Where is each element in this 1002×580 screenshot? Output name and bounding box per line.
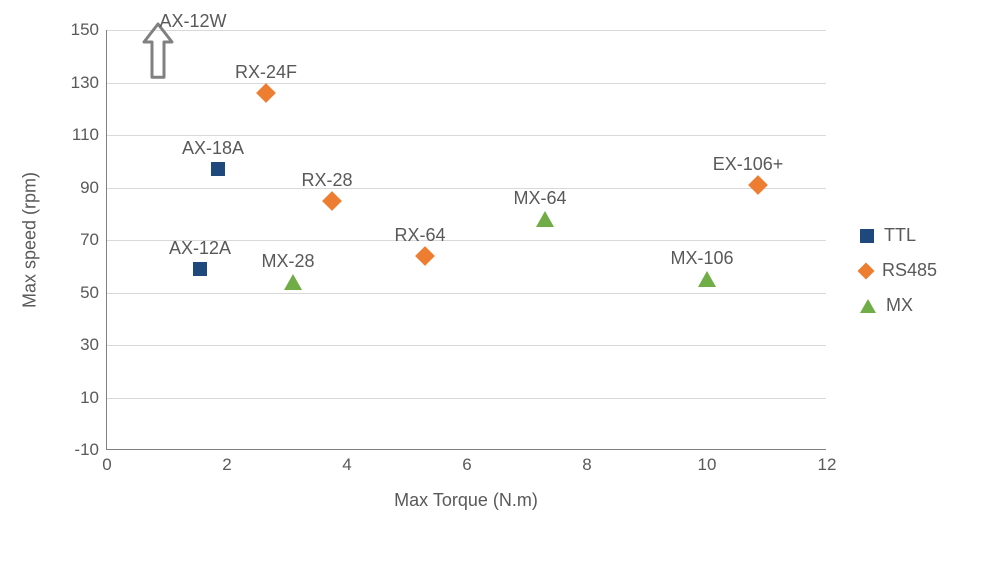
data-point	[284, 274, 302, 290]
y-tick-label: 70	[80, 230, 107, 250]
y-tick-label: 90	[80, 178, 107, 198]
data-point	[415, 246, 435, 266]
gridline	[107, 188, 826, 189]
gridline	[107, 83, 826, 84]
legend-item: RS485	[860, 260, 937, 281]
legend-item: TTL	[860, 225, 937, 246]
data-point	[698, 271, 716, 287]
data-point	[322, 191, 342, 211]
data-point	[211, 162, 225, 176]
legend-item: MX	[860, 295, 937, 316]
data-label: RX-64	[394, 225, 445, 246]
x-tick-label: 12	[818, 449, 837, 475]
y-axis-label: Max speed (rpm)	[20, 172, 41, 308]
data-point	[256, 83, 276, 103]
x-tick-label: 4	[342, 449, 351, 475]
x-axis-label: Max Torque (N.m)	[394, 490, 538, 511]
x-tick-label: 0	[102, 449, 111, 475]
x-tick-label: 6	[462, 449, 471, 475]
y-tick-label: 10	[80, 388, 107, 408]
data-point	[748, 175, 768, 195]
y-tick-label: 150	[71, 20, 107, 40]
legend-marker	[858, 262, 875, 279]
gridline	[107, 293, 826, 294]
data-label: MX-106	[670, 248, 733, 269]
data-label: RX-28	[301, 170, 352, 191]
data-label: RX-24F	[235, 62, 297, 83]
scatter-chart: -101030507090110130150024681012AX-12AAX-…	[0, 0, 1002, 580]
x-tick-label: 10	[698, 449, 717, 475]
legend-marker	[860, 299, 876, 313]
y-tick-label: 130	[71, 73, 107, 93]
gridline	[107, 135, 826, 136]
annotation-label: AX-12W	[159, 11, 226, 32]
data-label: AX-12A	[169, 238, 231, 259]
gridline	[107, 345, 826, 346]
y-tick-label: 110	[72, 125, 107, 145]
data-label: EX-106+	[713, 154, 784, 175]
legend-label: MX	[886, 295, 913, 316]
data-point	[536, 211, 554, 227]
x-tick-label: 8	[582, 449, 591, 475]
legend-marker	[860, 229, 874, 243]
data-label: MX-64	[513, 188, 566, 209]
y-tick-label: 50	[80, 283, 107, 303]
legend-label: TTL	[884, 225, 916, 246]
y-tick-label: 30	[80, 335, 107, 355]
gridline	[107, 398, 826, 399]
plot-area: -101030507090110130150024681012AX-12AAX-…	[106, 30, 826, 450]
data-label: MX-28	[261, 251, 314, 272]
data-label: AX-18A	[182, 138, 244, 159]
legend-label: RS485	[882, 260, 937, 281]
data-point	[193, 262, 207, 276]
x-tick-label: 2	[222, 449, 231, 475]
legend: TTL RS485 MX	[860, 225, 937, 330]
